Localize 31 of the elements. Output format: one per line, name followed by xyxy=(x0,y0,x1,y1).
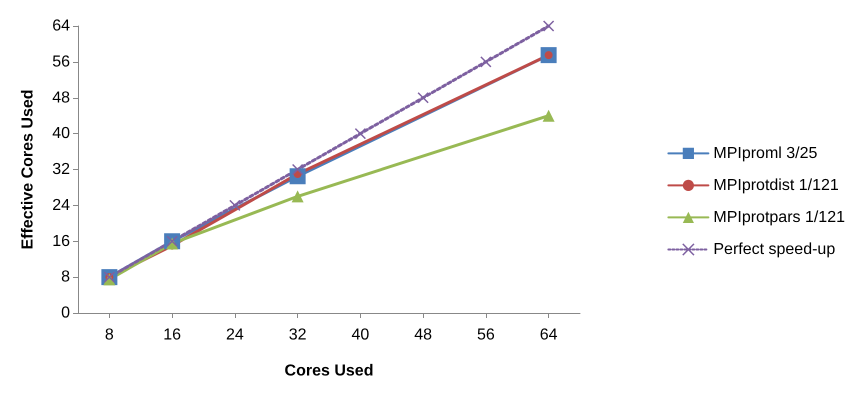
legend-label: MPIproml 3/25 xyxy=(713,144,818,162)
y-tick-label: 40 xyxy=(52,125,70,142)
x-tick-label: 16 xyxy=(163,326,182,344)
point xyxy=(292,190,304,202)
y-tick-label: 24 xyxy=(52,196,70,214)
legend-label: MPIprotdist 1/121 xyxy=(713,176,839,194)
x-tick-label: 8 xyxy=(104,326,114,344)
y-tick-label: 32 xyxy=(52,161,70,178)
x-tick-label: 32 xyxy=(288,326,307,344)
y-axis-title: Effective Cores Used xyxy=(20,89,36,250)
y-tick-label: 8 xyxy=(61,268,70,286)
point xyxy=(354,128,366,140)
y-tick-label: 56 xyxy=(52,53,70,70)
y-tick-label: 0 xyxy=(61,304,70,322)
point xyxy=(229,200,241,212)
y-tick-label: 48 xyxy=(52,89,70,106)
y-tick-label: 64 xyxy=(52,18,70,34)
legend-label: MPIprotpars 1/121 xyxy=(713,208,846,226)
y-tick-label: 16 xyxy=(52,232,70,250)
point xyxy=(542,20,554,32)
point xyxy=(417,92,429,104)
point xyxy=(292,164,304,176)
point xyxy=(542,110,555,122)
x-tick-label: 24 xyxy=(226,326,244,344)
legend-label: Perfect speed-up xyxy=(713,241,836,258)
x-tick-label: 64 xyxy=(540,326,558,344)
x-axis-title: Cores Used xyxy=(284,362,374,380)
x-tick-label: 40 xyxy=(351,326,370,344)
x-tick-label: 48 xyxy=(414,326,432,344)
x-tick-label: 56 xyxy=(476,326,495,344)
point xyxy=(480,56,492,68)
